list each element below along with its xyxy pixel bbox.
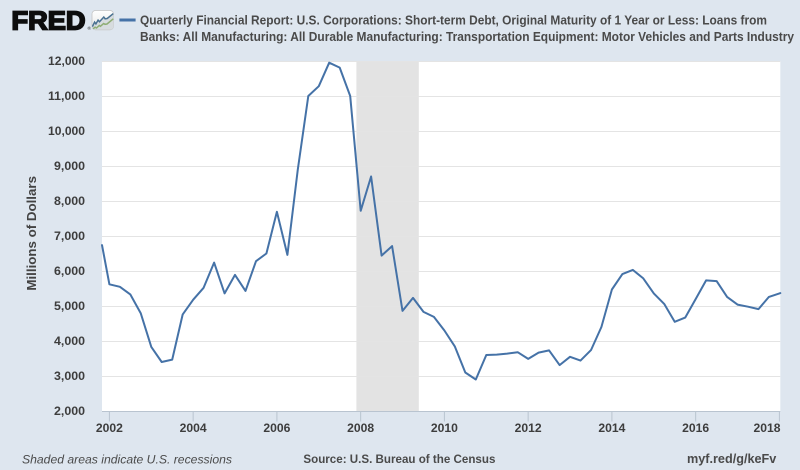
svg-text:Banks: All Manufacturing: All: Banks: All Manufacturing: All Durable Ma…	[140, 29, 795, 44]
svg-text:Quarterly Financial Report: U.: Quarterly Financial Report: U.S. Corpora…	[140, 13, 767, 28]
svg-text:6,000: 6,000	[54, 264, 85, 278]
svg-text:11,000: 11,000	[48, 89, 85, 103]
svg-text:7,000: 7,000	[54, 229, 85, 243]
svg-text:2014: 2014	[598, 421, 625, 435]
svg-text:9,000: 9,000	[54, 159, 85, 173]
svg-text:Millions of Dollars: Millions of Dollars	[25, 176, 39, 291]
svg-text:2016: 2016	[682, 421, 709, 435]
svg-text:10,000: 10,000	[48, 124, 85, 138]
svg-text:12,000: 12,000	[48, 54, 85, 68]
svg-text:Shaded areas indicate U.S. rec: Shaded areas indicate U.S. recessions	[22, 453, 232, 467]
svg-text:FRED: FRED	[12, 6, 86, 36]
svg-text:myf.red/g/keFv: myf.red/g/keFv	[687, 451, 777, 466]
svg-text:2008: 2008	[347, 421, 374, 435]
svg-text:8,000: 8,000	[54, 194, 85, 208]
svg-text:2004: 2004	[180, 421, 207, 435]
svg-text:2006: 2006	[263, 421, 290, 435]
svg-text:3,000: 3,000	[54, 369, 85, 383]
svg-text:2010: 2010	[431, 421, 458, 435]
svg-text:5,000: 5,000	[54, 299, 85, 313]
svg-text:2,000: 2,000	[54, 404, 85, 418]
svg-text:®: ®	[88, 25, 92, 32]
svg-text:Source: U.S. Bureau of the Cen: Source: U.S. Bureau of the Census	[303, 452, 495, 466]
svg-text:2002: 2002	[96, 421, 123, 435]
svg-text:4,000: 4,000	[54, 334, 85, 348]
svg-text:2018: 2018	[754, 421, 781, 435]
svg-text:2012: 2012	[515, 421, 542, 435]
